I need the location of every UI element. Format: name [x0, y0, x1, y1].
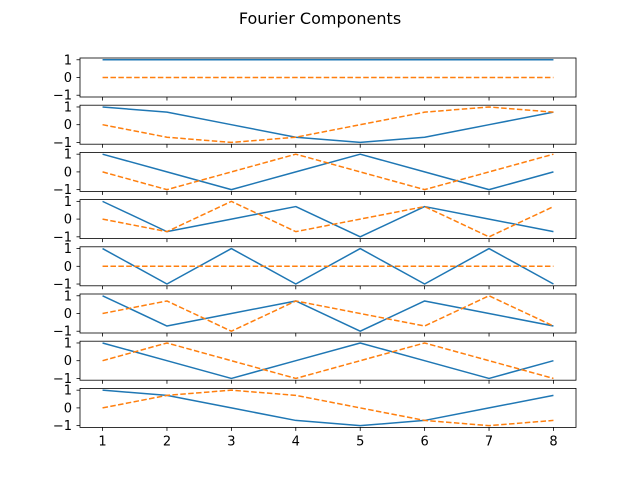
y-tick-label: 1 — [64, 195, 72, 210]
y-tick-label: 0 — [64, 401, 72, 416]
y-tick-label: 1 — [64, 336, 72, 351]
axes-frame — [79, 293, 577, 334]
imaginary-component-line — [102, 295, 554, 332]
y-tick-label: 1 — [64, 384, 72, 399]
y-tick-label: −1 — [53, 325, 72, 340]
x-tick-label: 6 — [420, 434, 428, 449]
subplot-5: 1 0 −1 — [53, 242, 577, 293]
y-tick-label: −1 — [53, 230, 72, 245]
x-tick-label: 3 — [227, 434, 235, 449]
real-component-line — [102, 106, 554, 144]
y-tick-label: 0 — [64, 354, 72, 369]
imaginary-component-line — [102, 342, 554, 380]
imaginary-component-line — [102, 200, 554, 238]
y-tick-label: 0 — [64, 307, 72, 322]
subplot-grid: 10−110−110−110−110−110−110−110−11 2 3 4 5 6 7 8 — [53, 53, 577, 449]
y-tick-label: −1 — [53, 183, 72, 198]
real-component-line — [102, 153, 554, 191]
y-tick-label: −1 — [53, 136, 72, 151]
axes-frame — [79, 199, 577, 240]
x-tick-label: 2 — [163, 434, 171, 449]
subplot-3: 1 0 −1 — [53, 148, 577, 198]
subplot-4: 1 0 −1 — [53, 195, 577, 245]
y-tick-label: −1 — [53, 419, 72, 434]
real-component-line — [102, 200, 554, 238]
x-tick-label: 8 — [549, 434, 557, 449]
y-tick-label: −1 — [53, 278, 72, 293]
real-component-line — [102, 389, 554, 427]
y-tick-label: 1 — [64, 53, 72, 68]
real-component-line — [102, 295, 554, 332]
y-tick-label: 0 — [64, 260, 72, 275]
x-tick-label: 7 — [485, 434, 493, 449]
y-tick-label: 0 — [64, 165, 72, 180]
y-tick-label: 1 — [64, 100, 72, 115]
y-tick-label: 0 — [64, 71, 72, 86]
y-tick-label: −1 — [53, 89, 72, 104]
x-tick-label: 5 — [356, 434, 364, 449]
chart-title: Fourier Components — [239, 9, 401, 28]
y-tick-label: 0 — [64, 213, 72, 228]
real-component-line — [102, 342, 554, 380]
x-tick-label: 1 — [98, 434, 106, 449]
y-tick-label: −1 — [53, 372, 72, 387]
subplot-2: 1 0 −1 — [53, 100, 577, 151]
subplot-6: 1 0 −1 — [53, 289, 577, 340]
subplot-7: 1 0 −1 — [53, 336, 577, 387]
x-tick-label: 4 — [292, 434, 300, 449]
y-tick-label: 1 — [64, 148, 72, 163]
subplot-8: 1 0 −1 1 2 3 4 5 6 7 8 — [53, 384, 577, 449]
subplot-1: 1 0 −1 — [53, 53, 577, 104]
imaginary-component-line — [102, 153, 554, 191]
y-tick-label: 1 — [64, 289, 72, 304]
y-tick-label: 0 — [64, 118, 72, 133]
y-tick-label: 1 — [64, 242, 72, 257]
imaginary-component-line — [102, 106, 554, 144]
imaginary-component-line — [102, 389, 554, 427]
